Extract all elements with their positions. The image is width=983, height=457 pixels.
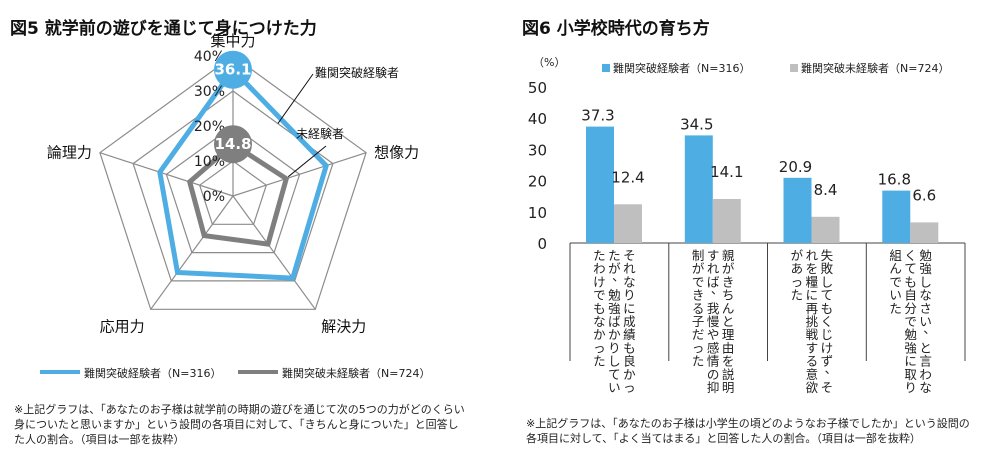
callout-label-low: 未経験者 [296,126,344,141]
radar-grid-ring [198,160,268,225]
bar-value-low-cat-1: 12.4 [611,168,644,186]
radar-axis-labels: 集中力 想像力 解決力 応用力 論理力 [47,32,419,335]
value-bubble-high-label: 36.1 [214,61,251,79]
bar-chart: （%） 難関突破経験者（N=316） 難関突破未経験者（N=724） 0 10 … [528,56,966,395]
left-figure-title: 図5 就学前の遊びを通じて身につけた力 [10,19,317,39]
radar-tick-labels: 0% 10% 20% 30% 40% [194,49,225,205]
radar-axis-label-application: 応用力 [100,317,145,335]
left-figure-note: ※上記グラフは、「あなたのお子様は就学前の時期の遊びを通じて次の5つの力がどのく… [14,403,465,446]
right-figure-note: ※上記グラフは、「あなたのお子様は小学生の頃どのようなお子様でしたか」という設問… [526,417,970,445]
radar-series-low [186,141,290,247]
value-bubble-high [214,50,252,89]
bar-legend-swatch-high [602,64,610,72]
callout-line-low [287,145,327,178]
bar-value-low-cat-2: 14.1 [710,163,743,181]
bar-low-cat-1 [614,204,642,243]
radar-spokes [99,56,367,310]
bar-legend-label-low: 難関突破未経験者（N=724） [801,61,949,75]
bar-unit-label: （%） [533,56,565,69]
callout-label-high: 難関突破経験者 [315,65,399,80]
bar-legend-label-high: 難関突破経験者（N=316） [613,61,750,75]
radar-grid-ring [132,90,334,282]
bar-legend-swatch-low [790,64,798,72]
radar-tick-20: 20% [194,119,225,135]
bar-legend: 難関突破経験者（N=316） 難関突破未経験者（N=724） [602,61,949,75]
radar-spoke [232,195,316,310]
bar-category-label: 勉強しなさい、と言わなくても自分で勉強に取り組んでいた [889,248,936,395]
bar-high-cat-4 [882,190,911,243]
radar-tick-0: 0% [203,189,225,205]
bar-category-labels: それなりに成績も良かったが、勉強ばかりしていたわけでもなかった 親がきちんと理由を… [593,248,936,395]
bar-y-tick-10: 10 [528,204,547,222]
value-bubble-low-label: 14.8 [214,135,251,153]
bar-value-low-cat-3: 8.4 [814,181,838,199]
radar-legend: 難関突破経験者（N=316） 難関突破未経験者（N=724） [40,366,430,380]
radar-axis-label-concentration: 集中力 [210,32,255,50]
bar-y-tick-50: 50 [528,79,547,97]
radar-axis-label-logic: 論理力 [47,144,92,162]
value-bubble-low [214,125,252,164]
bar-low-cat-2 [712,199,741,243]
radar-legend-label-low: 難関突破未経験者（N=724） [282,366,430,380]
bar-value-high-cat-2: 34.5 [680,115,713,133]
bar-category-label: それなりに成績も良かったが、勉強ばかりしていたわけでもなかった [593,248,636,395]
bar-y-tick-40: 40 [528,110,547,128]
radar-spoke [150,195,234,310]
radar-grid [99,55,367,310]
bar-category-label: 親がきちんと理由を説明すれば、我慢や感情の抑制ができる子だった [692,248,735,395]
bar-high-cat-1 [586,126,614,243]
radar-chart: 0% 10% 20% 30% 40% 集中力 想像力 解決力 応用力 論理力 難… [40,32,430,380]
radar-grid-ring [165,125,301,254]
bar-high-cat-3 [783,177,812,243]
callout-line-high [277,73,314,124]
bar-y-tick-30: 30 [528,141,547,159]
bar-category-dividers [569,243,966,361]
bar-category-label: 失敗してもくじけず、それを糧に再挑戦する意欲があった [791,248,838,395]
bar-y-tick-20: 20 [528,173,547,191]
radar-axis-label-solving: 解決力 [321,317,366,335]
bar-value-low-cat-4: 6.6 [912,186,936,204]
bar-value-high-cat-4: 16.8 [878,171,911,189]
radar-grid-ring [99,55,367,310]
radar-axis-label-imagination: 想像力 [374,144,419,162]
bar-value-high-cat-3: 20.9 [779,158,812,176]
radar-spoke [99,152,234,197]
bar-high-cat-2 [684,135,713,243]
radar-tick-10: 10% [194,154,225,170]
bar-y-tick-0: 0 [537,235,547,253]
bar-low-cat-4 [910,222,939,243]
radar-legend-label-high: 難関突破経験者（N=316） [84,366,221,380]
radar-tick-30: 30% [194,84,225,100]
bar-low-cat-3 [811,216,840,243]
radar-spoke [232,152,367,197]
bar-y-ticks: 0 10 20 30 40 50 [528,79,547,253]
bar-value-high-cat-1: 37.3 [581,107,614,125]
right-figure-title: 図6 小学校時代の育ち方 [522,19,710,39]
radar-series-high [157,65,330,281]
